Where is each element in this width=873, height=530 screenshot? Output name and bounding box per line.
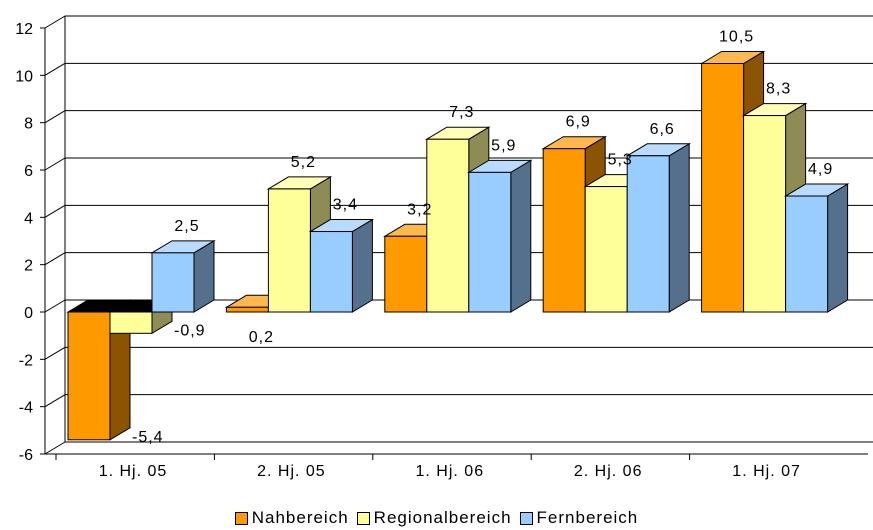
data-label: 8,3 — [766, 81, 791, 98]
y-tick-label: -6 — [19, 447, 33, 464]
bar-side — [827, 183, 849, 313]
gridline-depth — [44, 62, 66, 76]
data-label: 2,5 — [174, 218, 199, 235]
y-tick-label: 6 — [24, 163, 33, 180]
legend-swatch — [234, 511, 248, 525]
data-label: 7,3 — [449, 104, 474, 121]
legend-item: Fernbereich — [519, 508, 639, 528]
bar — [267, 188, 311, 313]
data-label: 10,5 — [719, 29, 754, 46]
bar — [468, 171, 512, 313]
bar — [426, 138, 470, 313]
y-tick-label: -4 — [19, 400, 33, 417]
gridline-depth — [44, 394, 66, 408]
legend-swatch — [519, 511, 533, 525]
data-label: 3,2 — [407, 201, 432, 218]
gridline-depth — [44, 252, 66, 266]
gridline-depth — [44, 299, 66, 313]
data-label: -0,9 — [174, 322, 206, 339]
gridline-depth — [44, 15, 66, 29]
legend-label: Regionalbereich — [373, 508, 512, 527]
x-tick-label: 2. Hj. 06 — [574, 463, 643, 480]
legend-label: Nahbereich — [251, 508, 349, 527]
data-label: -5,4 — [132, 429, 164, 446]
legend-swatch — [356, 511, 370, 525]
y-tick-label: 4 — [24, 210, 33, 227]
chart: -6 -4 -2 0 2 4 6 8 10 12 1. Hj. 05 2. Hj. 05 1. Hj. … — [15, 15, 873, 480]
data-label: 5,2 — [291, 154, 316, 171]
bar — [785, 195, 829, 313]
legend-item: Nahbereich — [234, 508, 349, 528]
bar — [542, 148, 586, 313]
data-label: 3,4 — [333, 197, 358, 214]
legend-label: Fernbereich — [536, 508, 639, 527]
y-tick-label: 8 — [24, 116, 33, 133]
bar — [743, 115, 787, 313]
legend: Nahbereich Regionalbereich Fernbereich — [0, 508, 873, 530]
x-tick-label: 1. Hj. 05 — [99, 463, 168, 480]
bar-side — [351, 218, 373, 313]
bar — [67, 311, 111, 441]
x-tick-label: 1. Hj. 07 — [732, 463, 801, 480]
data-label: 5,3 — [608, 152, 633, 169]
gridline-depth — [44, 346, 66, 360]
data-label: 4,9 — [808, 161, 833, 178]
gridline-depth — [44, 157, 66, 171]
bar — [225, 306, 269, 313]
data-label: 0,2 — [249, 329, 274, 346]
bar — [109, 311, 153, 334]
bar — [384, 235, 428, 313]
gridline-depth — [44, 204, 66, 218]
gridline-depth — [44, 441, 66, 455]
bar — [584, 186, 628, 313]
data-label: 6,6 — [650, 121, 675, 138]
y-tick-label: 0 — [24, 305, 33, 322]
y-tick-label: -2 — [19, 352, 33, 369]
data-label: 6,9 — [566, 114, 591, 131]
bar — [309, 231, 353, 313]
bar — [151, 252, 195, 313]
x-tick-label: 2. Hj. 05 — [257, 463, 326, 480]
bar — [626, 155, 670, 313]
bar-side — [510, 159, 532, 313]
x-tick-label: 1. Hj. 06 — [416, 463, 485, 480]
legend-item: Regionalbereich — [356, 508, 512, 528]
y-tick-label: 2 — [24, 258, 33, 275]
bar-side — [668, 142, 690, 313]
y-tick-label: 12 — [15, 21, 33, 38]
bar — [701, 63, 745, 313]
y-tick-label: 10 — [15, 68, 33, 85]
gridline-depth — [44, 110, 66, 124]
data-label: 5,9 — [491, 137, 516, 154]
